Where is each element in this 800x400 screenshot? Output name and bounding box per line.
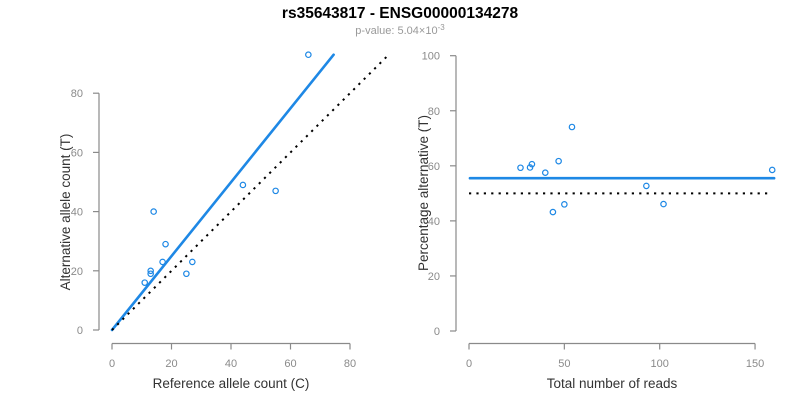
x-tick-label: 100 xyxy=(651,358,669,370)
data-point xyxy=(541,169,549,177)
data-point xyxy=(305,51,312,59)
data-point xyxy=(526,164,534,171)
y-axis-title: Percentage alternative (T) xyxy=(416,115,431,271)
data-point xyxy=(768,166,776,174)
y-tick-label: 60 xyxy=(71,147,83,159)
x-tick-label: 20 xyxy=(165,358,177,370)
x-tick-label: 60 xyxy=(284,358,296,370)
data-point xyxy=(528,160,536,168)
x-tick-label: 0 xyxy=(109,358,115,370)
data-point xyxy=(159,258,166,266)
x-tick-label: 150 xyxy=(746,358,764,370)
x-tick-label: 0 xyxy=(466,358,472,370)
data-point xyxy=(561,201,568,208)
y-tick-label: 80 xyxy=(428,106,440,118)
data-point xyxy=(239,181,247,189)
y-tick-label: 40 xyxy=(428,216,440,228)
data-point xyxy=(147,267,154,275)
data-point xyxy=(189,258,196,266)
x-tick-label: 50 xyxy=(558,358,570,370)
y-tick-label: 100 xyxy=(422,51,440,63)
figure-subtitle: p-value: 5.04×10-3 xyxy=(0,23,800,37)
x-tick-label: 80 xyxy=(344,358,356,370)
x-axis-title: Reference allele count (C) xyxy=(153,376,310,391)
data-point xyxy=(272,187,279,195)
y-tick-label: 60 xyxy=(428,161,440,173)
x-axis-title: Total number of reads xyxy=(547,376,678,391)
data-point xyxy=(183,270,190,278)
data-point xyxy=(147,270,154,278)
figure-title: rs35643817 - ENSG00000134278 xyxy=(281,5,519,22)
data-point xyxy=(141,279,149,286)
data-point xyxy=(555,157,562,165)
y-tick-label: 20 xyxy=(428,271,440,283)
data-point xyxy=(568,123,576,131)
percentage-vs-reads-panel: 0 20 40 60 80 100 0 50 100 150 Total number of rea… xyxy=(416,51,776,391)
y-tick-label: 80 xyxy=(71,88,83,100)
y-tick-label: 0 xyxy=(77,325,83,337)
y-axis-title: Alternative allele count (T) xyxy=(58,134,73,291)
allele-counts-panel: 0 20 40 60 80 0 20 40 60 80 Reference allele count… xyxy=(58,51,390,391)
x-tick-label: 40 xyxy=(225,358,237,370)
pvalue-exponent: -3 xyxy=(437,23,445,32)
fit-line xyxy=(110,53,335,332)
y-tick-label: 0 xyxy=(434,326,440,338)
data-point xyxy=(162,240,169,248)
data-point xyxy=(517,164,524,172)
data-point xyxy=(549,208,557,216)
data-point xyxy=(643,182,650,190)
y-tick-label: 20 xyxy=(71,266,83,278)
identity-line xyxy=(111,54,390,331)
y-tick-label: 40 xyxy=(71,207,83,219)
data-point xyxy=(150,208,157,215)
data-point xyxy=(660,200,667,208)
pvalue-text: p-value: 5.04×10 xyxy=(355,25,438,37)
